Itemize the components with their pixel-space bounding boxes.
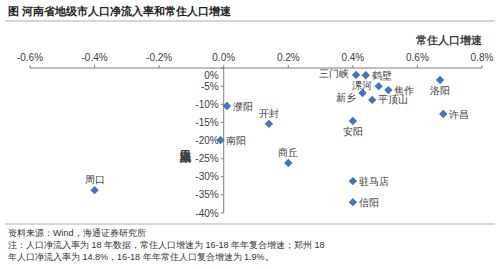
note: 注：人口净流入率为 18 年数据，常住人口增速为 16-18 年年复合增速；郑州…	[8, 240, 325, 250]
x-tick-label: 0.2%	[277, 52, 300, 63]
point-label: 平顶山	[378, 94, 408, 105]
y-tick-label: -5%	[201, 81, 219, 92]
point-label: 开封	[259, 108, 279, 119]
y-tick-label: -10%	[195, 99, 218, 110]
x-tick	[417, 65, 418, 68]
y-tick	[221, 213, 224, 214]
point	[362, 71, 370, 79]
point-label: 洛阳	[430, 85, 450, 96]
y-tick	[221, 158, 224, 159]
x-tick	[159, 65, 160, 68]
point-label: 南阳	[226, 135, 246, 146]
y-tick-label: 0%	[204, 70, 219, 81]
point	[374, 82, 382, 90]
point-label: 三门峡	[319, 68, 349, 79]
point-label: 濮阳	[233, 101, 253, 112]
point-label: 信阳	[359, 197, 379, 208]
x-tick	[30, 65, 31, 68]
point-label: 周口	[85, 174, 105, 185]
y-tick-label: -20%	[195, 135, 218, 146]
y-axis-title: 人口净流入率	[180, 150, 193, 164]
point	[284, 159, 292, 167]
x-tick-label: 0.8%	[471, 52, 494, 63]
source: 资料来源：Wind，海通证券研究所	[8, 228, 146, 238]
footer-rule	[5, 224, 495, 225]
x-tick	[288, 65, 289, 68]
point-label: 新乡	[336, 92, 356, 103]
y-tick	[221, 176, 224, 177]
x-tick-label: 0.4%	[341, 52, 364, 63]
point	[349, 117, 357, 125]
y-tick	[221, 104, 224, 105]
x-axis-title: 常住人口增速	[416, 34, 483, 47]
y-tick-label: -35%	[195, 189, 218, 200]
y-tick	[221, 194, 224, 195]
point	[368, 96, 376, 104]
point	[349, 198, 357, 206]
point-label: 商丘	[278, 147, 298, 158]
point	[439, 110, 447, 118]
point	[265, 120, 273, 128]
y-tick	[221, 68, 224, 69]
point-label: 安阳	[343, 126, 363, 137]
y-tick-label: -40%	[195, 208, 218, 219]
x-tick-label: -0.2%	[146, 52, 172, 63]
chart: 图 河南省地级市人口净流入率和常住人口增速 -0.6% -0.4% -0.2% 0.0%…	[0, 0, 500, 269]
x-tick-label: 0.6%	[406, 52, 429, 63]
marks	[90, 71, 447, 207]
y-tick-label: -15%	[195, 117, 218, 128]
title-rule	[5, 21, 495, 22]
x-axis	[30, 68, 482, 69]
point-label: 许昌	[449, 109, 469, 120]
note: 年人口净流入率为 14.8%，16-18 年年常住人口复合增速为 1.9%。	[8, 252, 274, 262]
title: 图 河南省地级市人口净流入率和常住人口增速	[8, 5, 232, 18]
x-tick	[482, 65, 483, 68]
y-tick	[221, 86, 224, 87]
point	[349, 177, 357, 185]
point-label: 漯河	[352, 80, 372, 91]
point-label: 鹤壁	[372, 70, 392, 81]
x-tick-label: -0.4%	[82, 52, 108, 63]
point	[90, 186, 98, 194]
point	[352, 71, 360, 79]
y-tick-label: -30%	[195, 171, 218, 182]
x-tick-label: -0.6%	[17, 52, 43, 63]
point-label: 驻马店	[359, 176, 389, 187]
x-tick-label: 0.0%	[212, 52, 235, 63]
y-tick	[221, 122, 224, 123]
point	[216, 136, 224, 144]
point	[436, 76, 444, 84]
x-tick	[94, 65, 95, 68]
point	[223, 102, 231, 110]
point-labels: 周口濮阳南阳开封商丘三门峡鹤壁漯河新乡焦作平顶山安阳驻马店信阳洛阳许昌	[85, 68, 470, 207]
x-tick	[352, 65, 353, 68]
y-tick-label: -25%	[195, 153, 218, 164]
point	[384, 86, 392, 94]
